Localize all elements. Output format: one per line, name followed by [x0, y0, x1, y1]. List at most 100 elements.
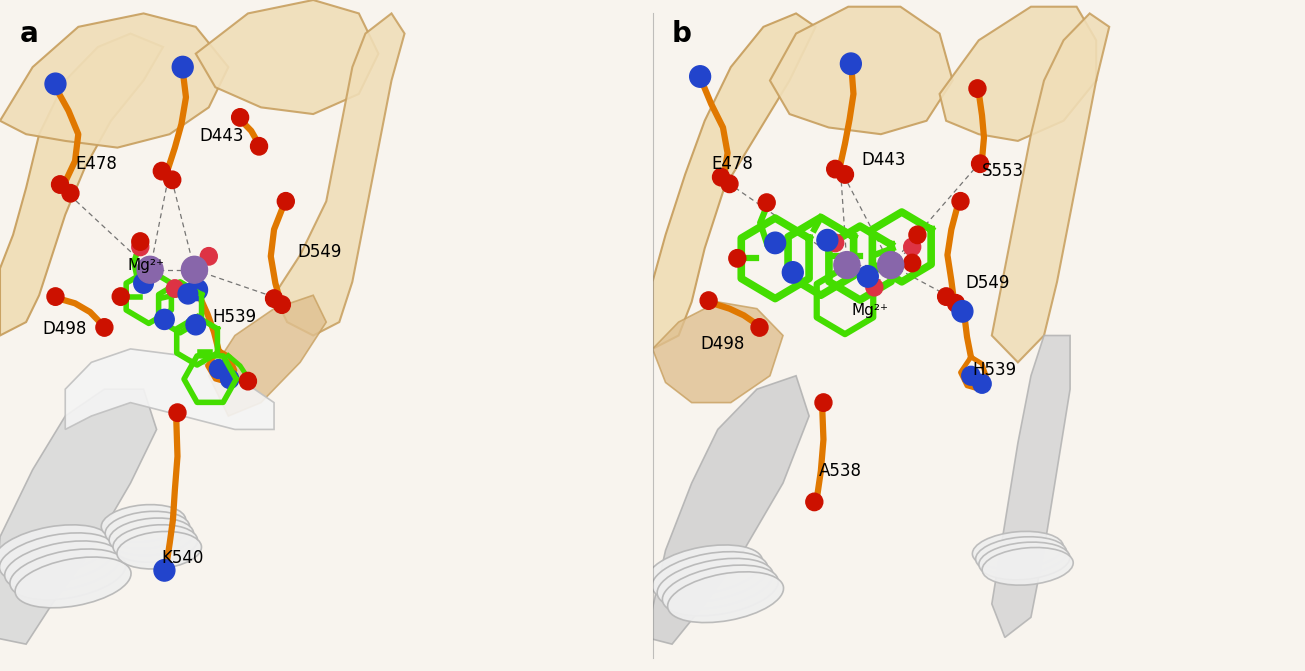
Circle shape: [201, 248, 217, 265]
Circle shape: [221, 370, 239, 389]
Polygon shape: [274, 13, 405, 336]
Text: E478: E478: [711, 156, 753, 173]
Ellipse shape: [0, 525, 110, 576]
Circle shape: [187, 279, 207, 301]
Text: A538: A538: [820, 462, 861, 480]
Polygon shape: [0, 13, 228, 148]
Text: b: b: [672, 20, 692, 48]
Circle shape: [232, 109, 248, 126]
Text: a: a: [20, 20, 38, 48]
Ellipse shape: [16, 557, 131, 608]
Circle shape: [132, 233, 149, 250]
Circle shape: [827, 234, 844, 252]
Circle shape: [953, 193, 968, 210]
Text: D498: D498: [42, 320, 87, 338]
Circle shape: [867, 278, 882, 296]
Ellipse shape: [652, 552, 767, 603]
Polygon shape: [940, 7, 1096, 141]
Circle shape: [840, 53, 861, 74]
Text: D498: D498: [701, 336, 745, 353]
Circle shape: [758, 194, 775, 211]
Polygon shape: [770, 7, 953, 134]
Text: Mg²⁺: Mg²⁺: [128, 258, 164, 272]
Polygon shape: [65, 349, 274, 429]
Circle shape: [701, 292, 718, 309]
Circle shape: [947, 295, 964, 312]
Circle shape: [953, 301, 974, 322]
Text: Mg²⁺: Mg²⁺: [852, 303, 889, 317]
Circle shape: [164, 171, 181, 189]
Ellipse shape: [979, 542, 1070, 580]
Polygon shape: [0, 34, 163, 336]
Ellipse shape: [0, 533, 115, 584]
Circle shape: [277, 193, 295, 210]
Circle shape: [722, 175, 739, 193]
Polygon shape: [0, 389, 157, 644]
Circle shape: [968, 80, 987, 97]
Ellipse shape: [10, 549, 125, 600]
Circle shape: [878, 252, 904, 278]
Circle shape: [903, 254, 920, 272]
Text: E478: E478: [76, 156, 117, 173]
Circle shape: [155, 309, 175, 329]
Ellipse shape: [114, 525, 197, 562]
Circle shape: [729, 250, 746, 267]
Circle shape: [240, 372, 256, 390]
Ellipse shape: [102, 505, 185, 542]
Ellipse shape: [976, 537, 1066, 574]
Circle shape: [187, 315, 206, 335]
Ellipse shape: [668, 572, 783, 623]
Circle shape: [765, 232, 786, 254]
Ellipse shape: [658, 558, 773, 609]
Circle shape: [752, 319, 767, 336]
Circle shape: [97, 319, 114, 336]
Circle shape: [713, 168, 729, 186]
Circle shape: [137, 256, 163, 283]
Circle shape: [903, 238, 920, 256]
Text: D443: D443: [861, 151, 906, 168]
Circle shape: [937, 288, 955, 305]
Circle shape: [170, 404, 187, 421]
Circle shape: [181, 256, 207, 283]
Circle shape: [962, 366, 980, 385]
Circle shape: [837, 166, 853, 183]
Polygon shape: [652, 13, 816, 349]
Circle shape: [209, 360, 228, 378]
Ellipse shape: [5, 541, 120, 592]
Text: D443: D443: [198, 127, 244, 145]
Ellipse shape: [983, 548, 1073, 585]
Circle shape: [266, 290, 283, 307]
Circle shape: [857, 266, 878, 287]
Polygon shape: [646, 376, 809, 644]
Text: K540: K540: [162, 550, 204, 567]
Circle shape: [827, 160, 844, 178]
Text: D549: D549: [966, 274, 1010, 292]
Polygon shape: [196, 0, 378, 114]
Circle shape: [132, 238, 149, 256]
Circle shape: [783, 262, 804, 283]
Polygon shape: [209, 295, 326, 416]
Circle shape: [47, 288, 64, 305]
Polygon shape: [992, 13, 1109, 362]
Circle shape: [971, 155, 989, 172]
Text: H539: H539: [211, 309, 256, 326]
Polygon shape: [992, 336, 1070, 637]
Ellipse shape: [663, 565, 778, 616]
Circle shape: [167, 280, 183, 297]
Polygon shape: [652, 302, 783, 403]
Text: H539: H539: [972, 361, 1017, 378]
Circle shape: [806, 493, 822, 511]
Circle shape: [974, 374, 992, 393]
Ellipse shape: [110, 518, 193, 556]
Circle shape: [172, 56, 193, 78]
Circle shape: [46, 73, 65, 95]
Text: D549: D549: [298, 243, 342, 260]
Circle shape: [274, 296, 290, 313]
Circle shape: [177, 284, 198, 304]
Circle shape: [251, 138, 268, 155]
Circle shape: [112, 288, 129, 305]
Ellipse shape: [117, 531, 201, 569]
Ellipse shape: [647, 545, 762, 596]
Circle shape: [834, 252, 860, 278]
Ellipse shape: [106, 511, 189, 549]
